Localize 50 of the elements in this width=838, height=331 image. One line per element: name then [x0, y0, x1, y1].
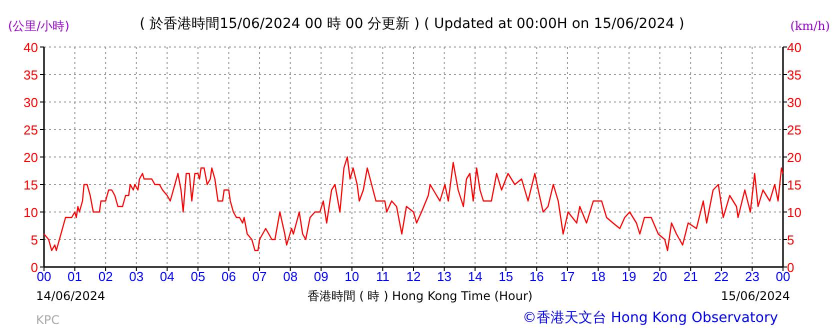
y-axis-title: (公里/小時): [8, 19, 70, 33]
x-tick-label: 12: [406, 269, 421, 284]
y-tick-label: 35: [24, 68, 38, 82]
y-tick-label: 10: [24, 205, 38, 220]
x-tick-label: 07: [252, 269, 267, 284]
x-tick-label: 09: [314, 269, 328, 284]
x-tick-label: 03: [129, 269, 144, 284]
y2-axis-title: (km/h): [790, 19, 830, 33]
line-series: [43, 156, 784, 252]
text: KPC: [36, 313, 60, 327]
x-tick-label: 19: [622, 269, 636, 284]
y2-tick-label: 35: [787, 68, 802, 82]
x-tick-label: 13: [437, 269, 452, 284]
y-tick-label: 40: [24, 40, 38, 55]
x-tick-label: 06: [222, 269, 236, 284]
x-tick-label: 02: [98, 269, 113, 284]
x-tick-label: 04: [160, 269, 174, 284]
x-axis-title: 香港時間 ( 時 ) Hong Kong Time (Hour): [307, 289, 533, 303]
y-tick-label: 30: [24, 95, 38, 110]
text: 15/06/2024: [720, 289, 790, 303]
x-tick-label: 21: [683, 269, 698, 284]
x-tick-label: 15: [498, 269, 514, 284]
x-tick-label: 20: [652, 269, 668, 284]
x-tick-label: 16: [529, 269, 544, 284]
x-tick-label: 10: [344, 269, 360, 284]
y2-tick-label: 15: [787, 178, 802, 192]
x-tick-label: 14: [468, 269, 482, 284]
y-tick-label: 0: [30, 260, 38, 275]
x-tick-label: 11: [376, 269, 390, 284]
y2-tick-label: 40: [787, 40, 802, 55]
y2-tick-label: 5: [787, 232, 794, 248]
y-tick-label: 5: [30, 232, 38, 248]
text: 14/06/2024: [36, 289, 106, 303]
y2-tick-label: 10: [787, 205, 802, 220]
chart-title: ( 於香港時間15/06/2024 00 時 00 分更新 ) ( Updated at 00:00H on 15/06/2024 ): [140, 16, 684, 32]
y-tick-label: 20: [24, 150, 38, 165]
text: ©香港天文台 Hong Kong Observatory: [522, 310, 778, 326]
x-tick-label: 23: [744, 269, 760, 284]
x-tick-label: 05: [190, 269, 206, 284]
y2-tick-label: 20: [787, 150, 802, 165]
y-tick-label: 15: [24, 178, 38, 192]
x-tick-label: 08: [283, 269, 298, 284]
y-tick-label: 25: [24, 122, 38, 138]
x-tick-label: 22: [714, 269, 729, 284]
x-tick-label: 01: [68, 269, 82, 284]
x-tick-label: 00: [36, 269, 52, 284]
x-tick-label: 18: [591, 269, 606, 284]
x-tick-label: 17: [560, 269, 575, 284]
y2-tick-label: 30: [787, 95, 802, 110]
y2-tick-label: 25: [787, 122, 802, 138]
